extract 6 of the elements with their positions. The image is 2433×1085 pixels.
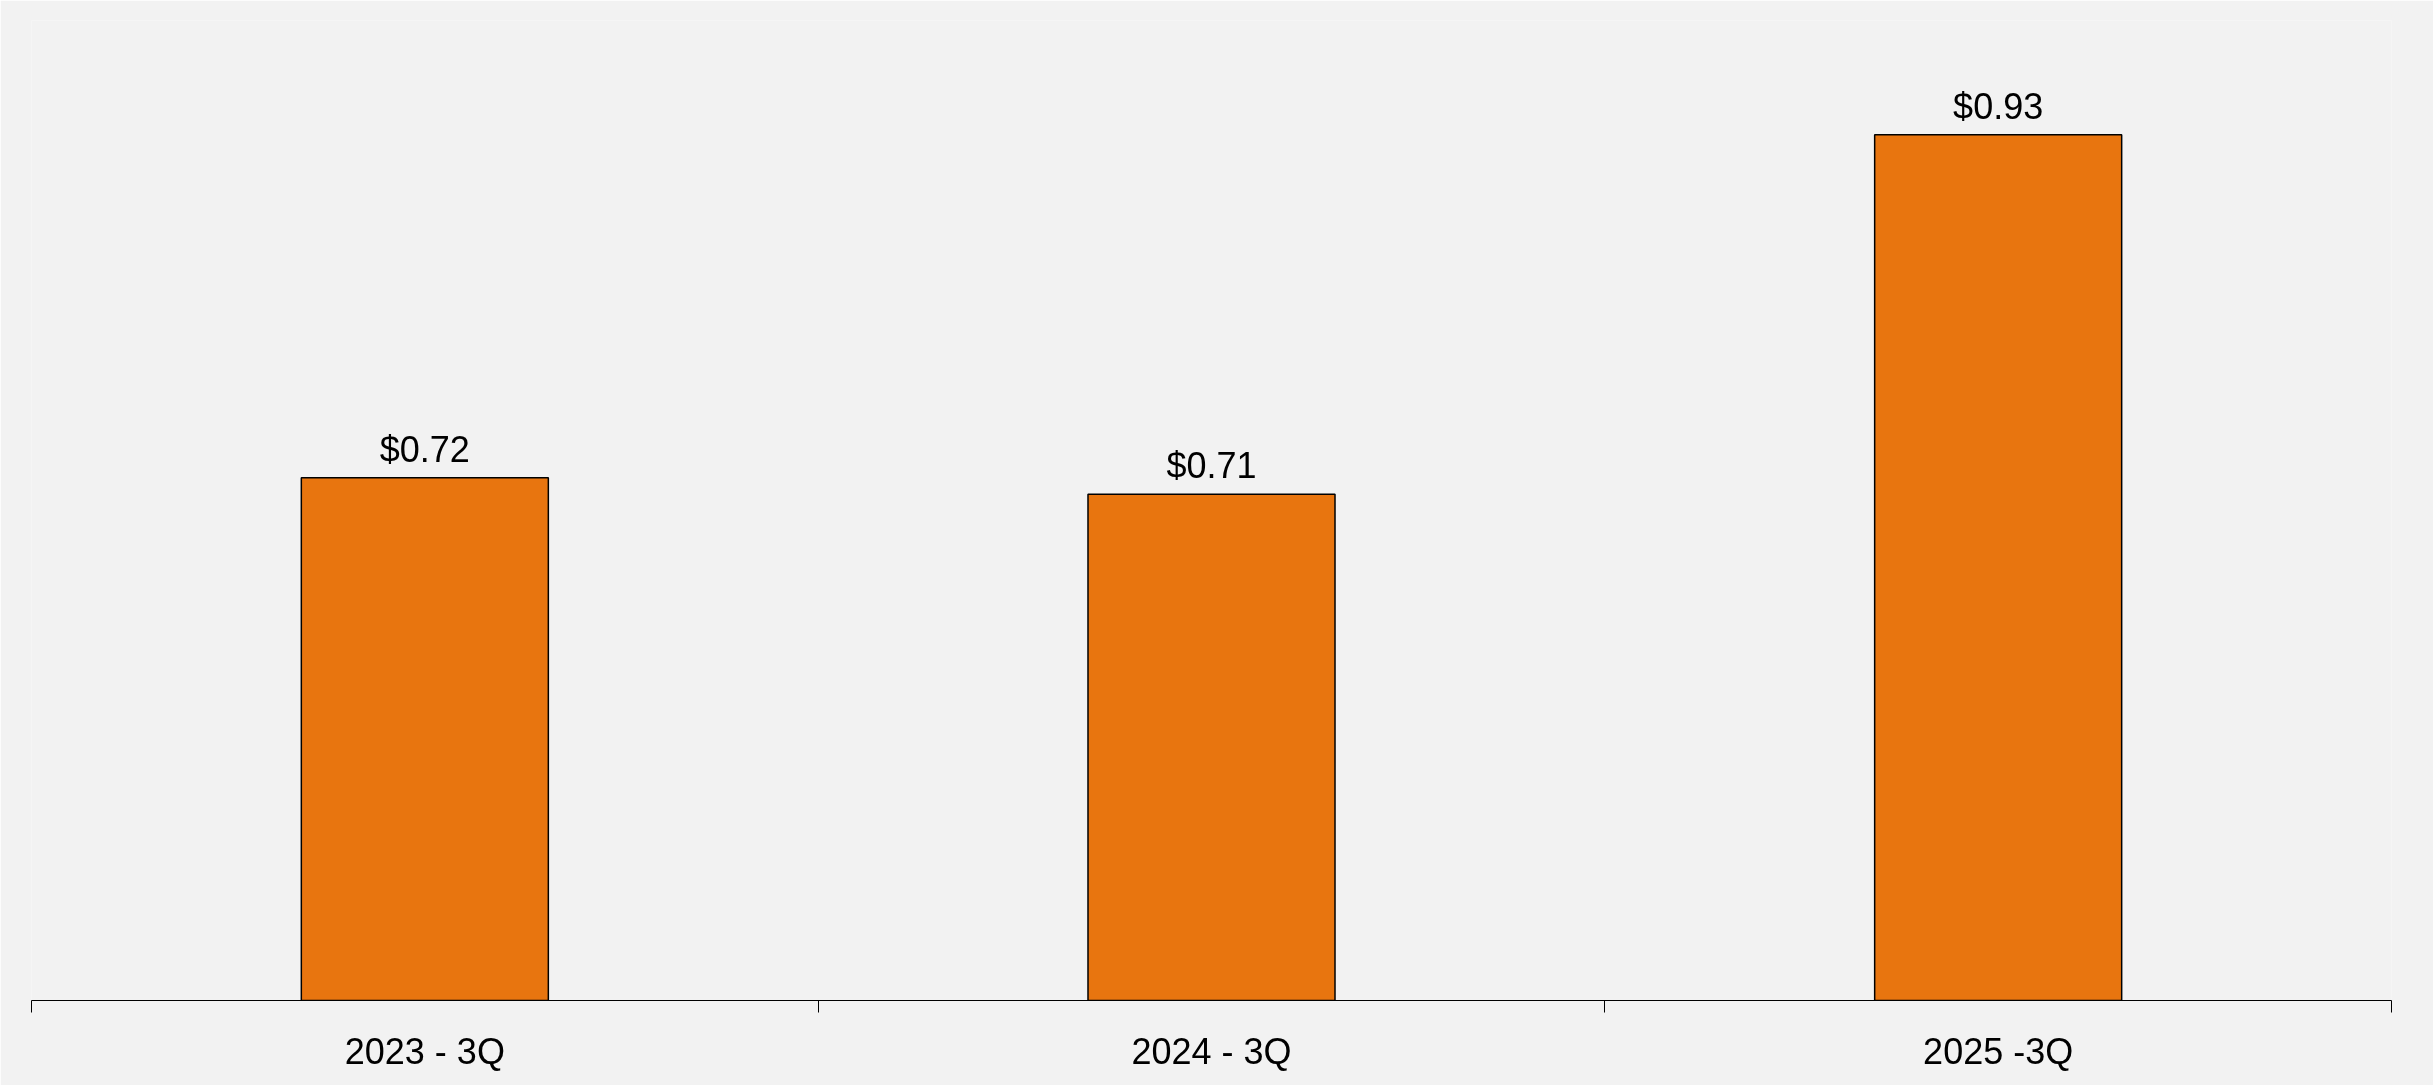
x-tick-label: 2025 -3Q (1923, 1030, 2074, 1072)
x-tick-label: 2023 - 3Q (344, 1030, 505, 1072)
x-tick-label: 2024 - 3Q (1131, 1030, 1292, 1072)
data-label: $0.72 (379, 428, 470, 470)
data-label: $0.71 (1166, 445, 1257, 487)
data-label: $0.93 (1953, 85, 2044, 127)
